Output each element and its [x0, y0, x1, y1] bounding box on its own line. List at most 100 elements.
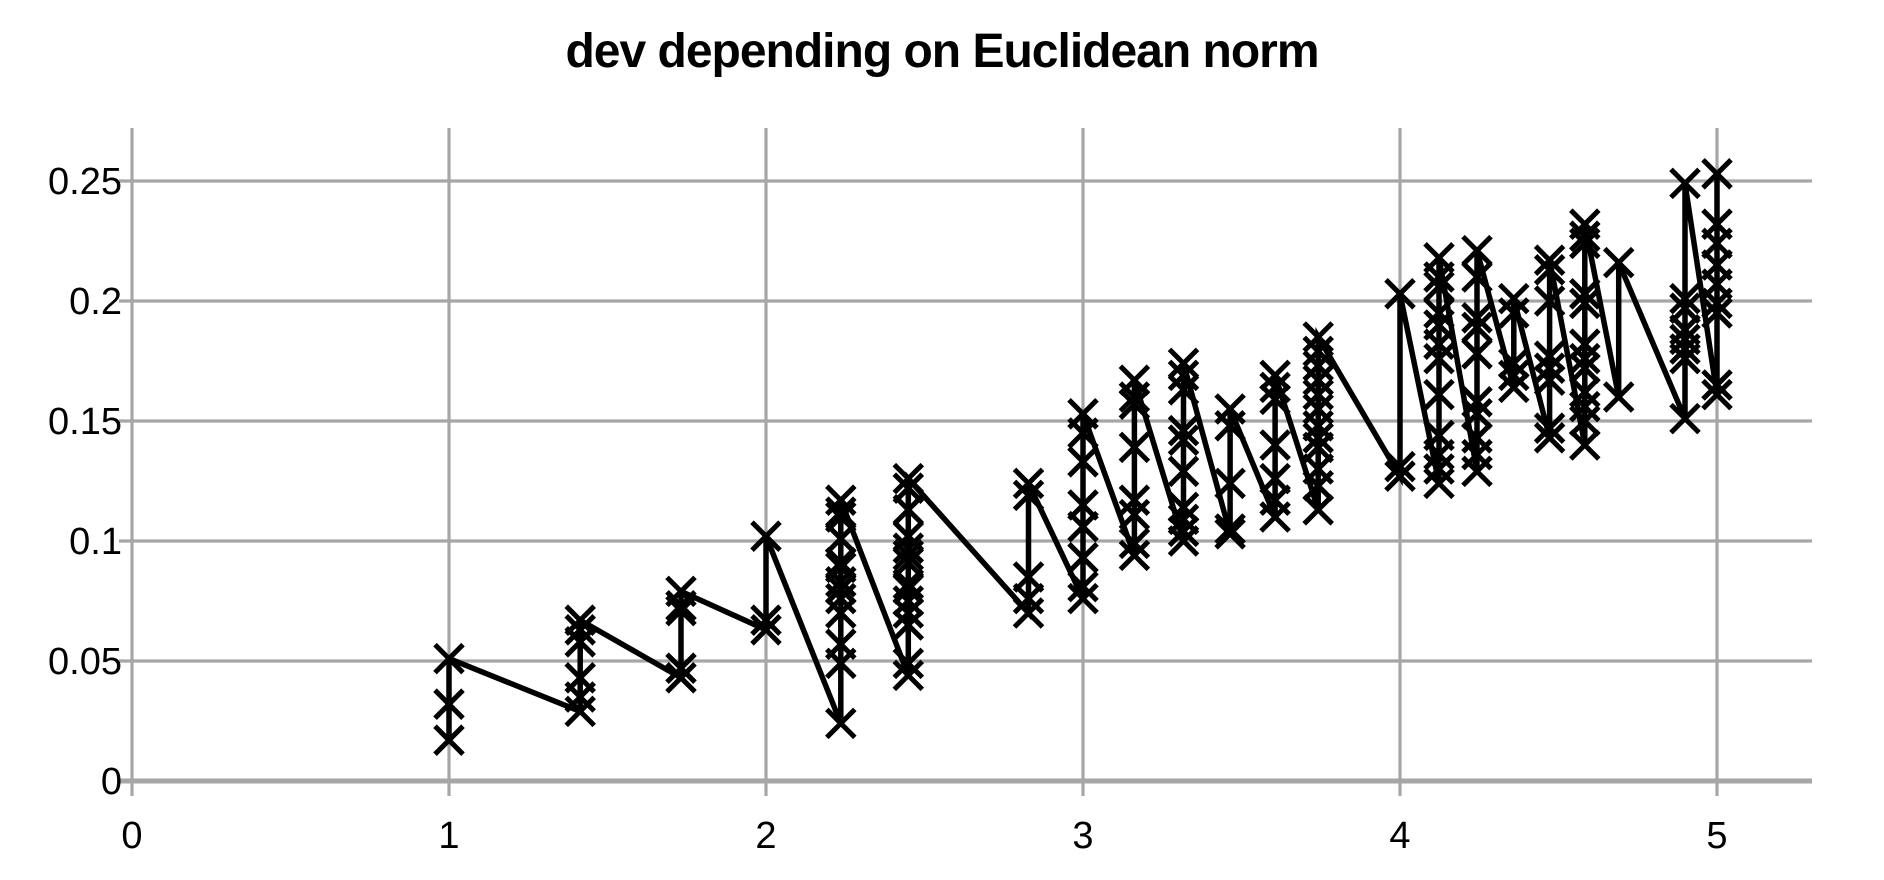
- data-point-marker: [1569, 405, 1601, 437]
- data-point-marker: [1067, 542, 1099, 574]
- data-point-marker: [1461, 398, 1493, 430]
- data-point-marker: [1384, 460, 1416, 492]
- data-point-marker: [1167, 515, 1200, 548]
- data-point-marker: [1461, 338, 1493, 370]
- data-point-marker: [1461, 261, 1493, 293]
- data-point-marker: [1533, 340, 1566, 372]
- data-point-marker: [1423, 309, 1455, 341]
- data-point-marker: [1569, 376, 1601, 408]
- data-point-marker: [1423, 297, 1455, 329]
- data-point-marker: [1423, 270, 1455, 303]
- data-point-marker: [892, 609, 925, 641]
- data-point-marker: [1498, 371, 1530, 404]
- data-point-marker: [1302, 393, 1334, 425]
- data-point-marker: [1701, 208, 1733, 240]
- data-point-marker: [1259, 359, 1291, 392]
- y-tick-label-0.15: 0.15: [48, 401, 122, 443]
- data-point-marker: [1569, 328, 1601, 360]
- data-point-marker: [564, 604, 596, 636]
- data-point-marker: [433, 724, 465, 756]
- data-point-marker: [892, 573, 925, 605]
- chart-title: dev depending on Euclidean norm: [565, 25, 1319, 78]
- data-point-marker: [1167, 455, 1200, 488]
- data-point-marker: [1214, 467, 1246, 500]
- data-point-marker: [1533, 244, 1566, 276]
- data-point-marker: [1423, 453, 1455, 485]
- data-point-marker: [1423, 378, 1455, 411]
- data-point-marker: [1302, 335, 1334, 368]
- data-point-marker: [1118, 431, 1151, 464]
- y-tick-label-0.05: 0.05: [48, 641, 122, 683]
- y-tick-label-0.25: 0.25: [48, 161, 122, 203]
- data-point-marker: [1669, 323, 1701, 356]
- data-point-marker: [1214, 518, 1246, 550]
- data-point-marker: [1533, 364, 1566, 396]
- data-point-marker: [1533, 254, 1566, 286]
- data-point-marker: [1067, 398, 1099, 430]
- data-point-marker: [1423, 342, 1455, 375]
- x-tick-label-2: 2: [755, 815, 776, 857]
- data-point-marker: [1461, 234, 1493, 267]
- data-point-marker: [1302, 422, 1334, 454]
- data-point-marker: [1669, 402, 1701, 435]
- data-point-marker: [1067, 582, 1099, 615]
- data-point-marker: [1701, 369, 1733, 401]
- data-point-marker: [1569, 352, 1601, 384]
- data-point-marker: [825, 551, 857, 584]
- data-point-marker: [1118, 364, 1151, 396]
- data-point-marker: [892, 546, 925, 579]
- data-point-marker: [1461, 302, 1493, 334]
- data-point-marker: [892, 532, 925, 564]
- data-point-marker: [1067, 446, 1099, 478]
- data-point-marker: [825, 597, 857, 629]
- data-point-marker: [1384, 450, 1416, 483]
- data-point-marker: [1302, 350, 1334, 382]
- data-point-marker: [1302, 364, 1334, 396]
- data-point-marker: [1701, 297, 1733, 329]
- data-point-marker: [1533, 352, 1566, 384]
- data-point-marker: [1167, 359, 1200, 392]
- data-point-marker: [1423, 467, 1455, 500]
- data-point-marker: [1167, 491, 1200, 524]
- y-tick-label-0: 0: [101, 761, 122, 803]
- data-point-marker: [1569, 278, 1601, 310]
- data-point-marker: [1259, 383, 1291, 416]
- data-point-marker: [892, 472, 925, 504]
- data-point-marker: [1423, 242, 1455, 274]
- data-point-marker: [1067, 570, 1099, 603]
- data-point-marker: [1701, 378, 1733, 411]
- data-point-marker: [1498, 359, 1530, 392]
- data-point-marker: [1498, 282, 1530, 315]
- x-tick-label-5: 5: [1706, 815, 1727, 857]
- data-point-marker: [1118, 484, 1151, 516]
- data-point-marker: [1533, 422, 1566, 454]
- x-tick-label-3: 3: [1072, 815, 1093, 857]
- data-point-marker: [564, 662, 596, 694]
- data-point-marker: [1167, 347, 1200, 380]
- data-point-marker: [665, 662, 697, 694]
- data-point-marker: [1669, 282, 1701, 315]
- data-point-marker: [1461, 311, 1493, 344]
- x-tick-label-4: 4: [1389, 815, 1410, 857]
- data-point-marker: [750, 614, 782, 646]
- data-point-marker: [825, 707, 857, 740]
- series-markers-dev: [433, 158, 1733, 756]
- data-point-marker: [1461, 386, 1493, 418]
- data-point-marker: [1569, 220, 1601, 252]
- data-point-marker: [1669, 167, 1701, 200]
- data-point-marker: [825, 484, 857, 516]
- data-point-marker: [1012, 561, 1045, 593]
- data-point-marker: [1302, 378, 1334, 411]
- data-point-marker: [892, 647, 925, 680]
- y-tick-label-0.1: 0.1: [69, 521, 122, 563]
- data-point-marker: [1167, 503, 1200, 536]
- data-point-marker: [1602, 246, 1635, 279]
- data-point-marker: [1118, 539, 1151, 572]
- data-point-marker: [750, 520, 782, 552]
- data-point-marker: [1012, 479, 1045, 512]
- data-point-marker: [1669, 292, 1701, 324]
- data-point-marker: [1259, 429, 1291, 461]
- data-point-marker: [1384, 278, 1416, 310]
- data-point-marker: [892, 462, 925, 495]
